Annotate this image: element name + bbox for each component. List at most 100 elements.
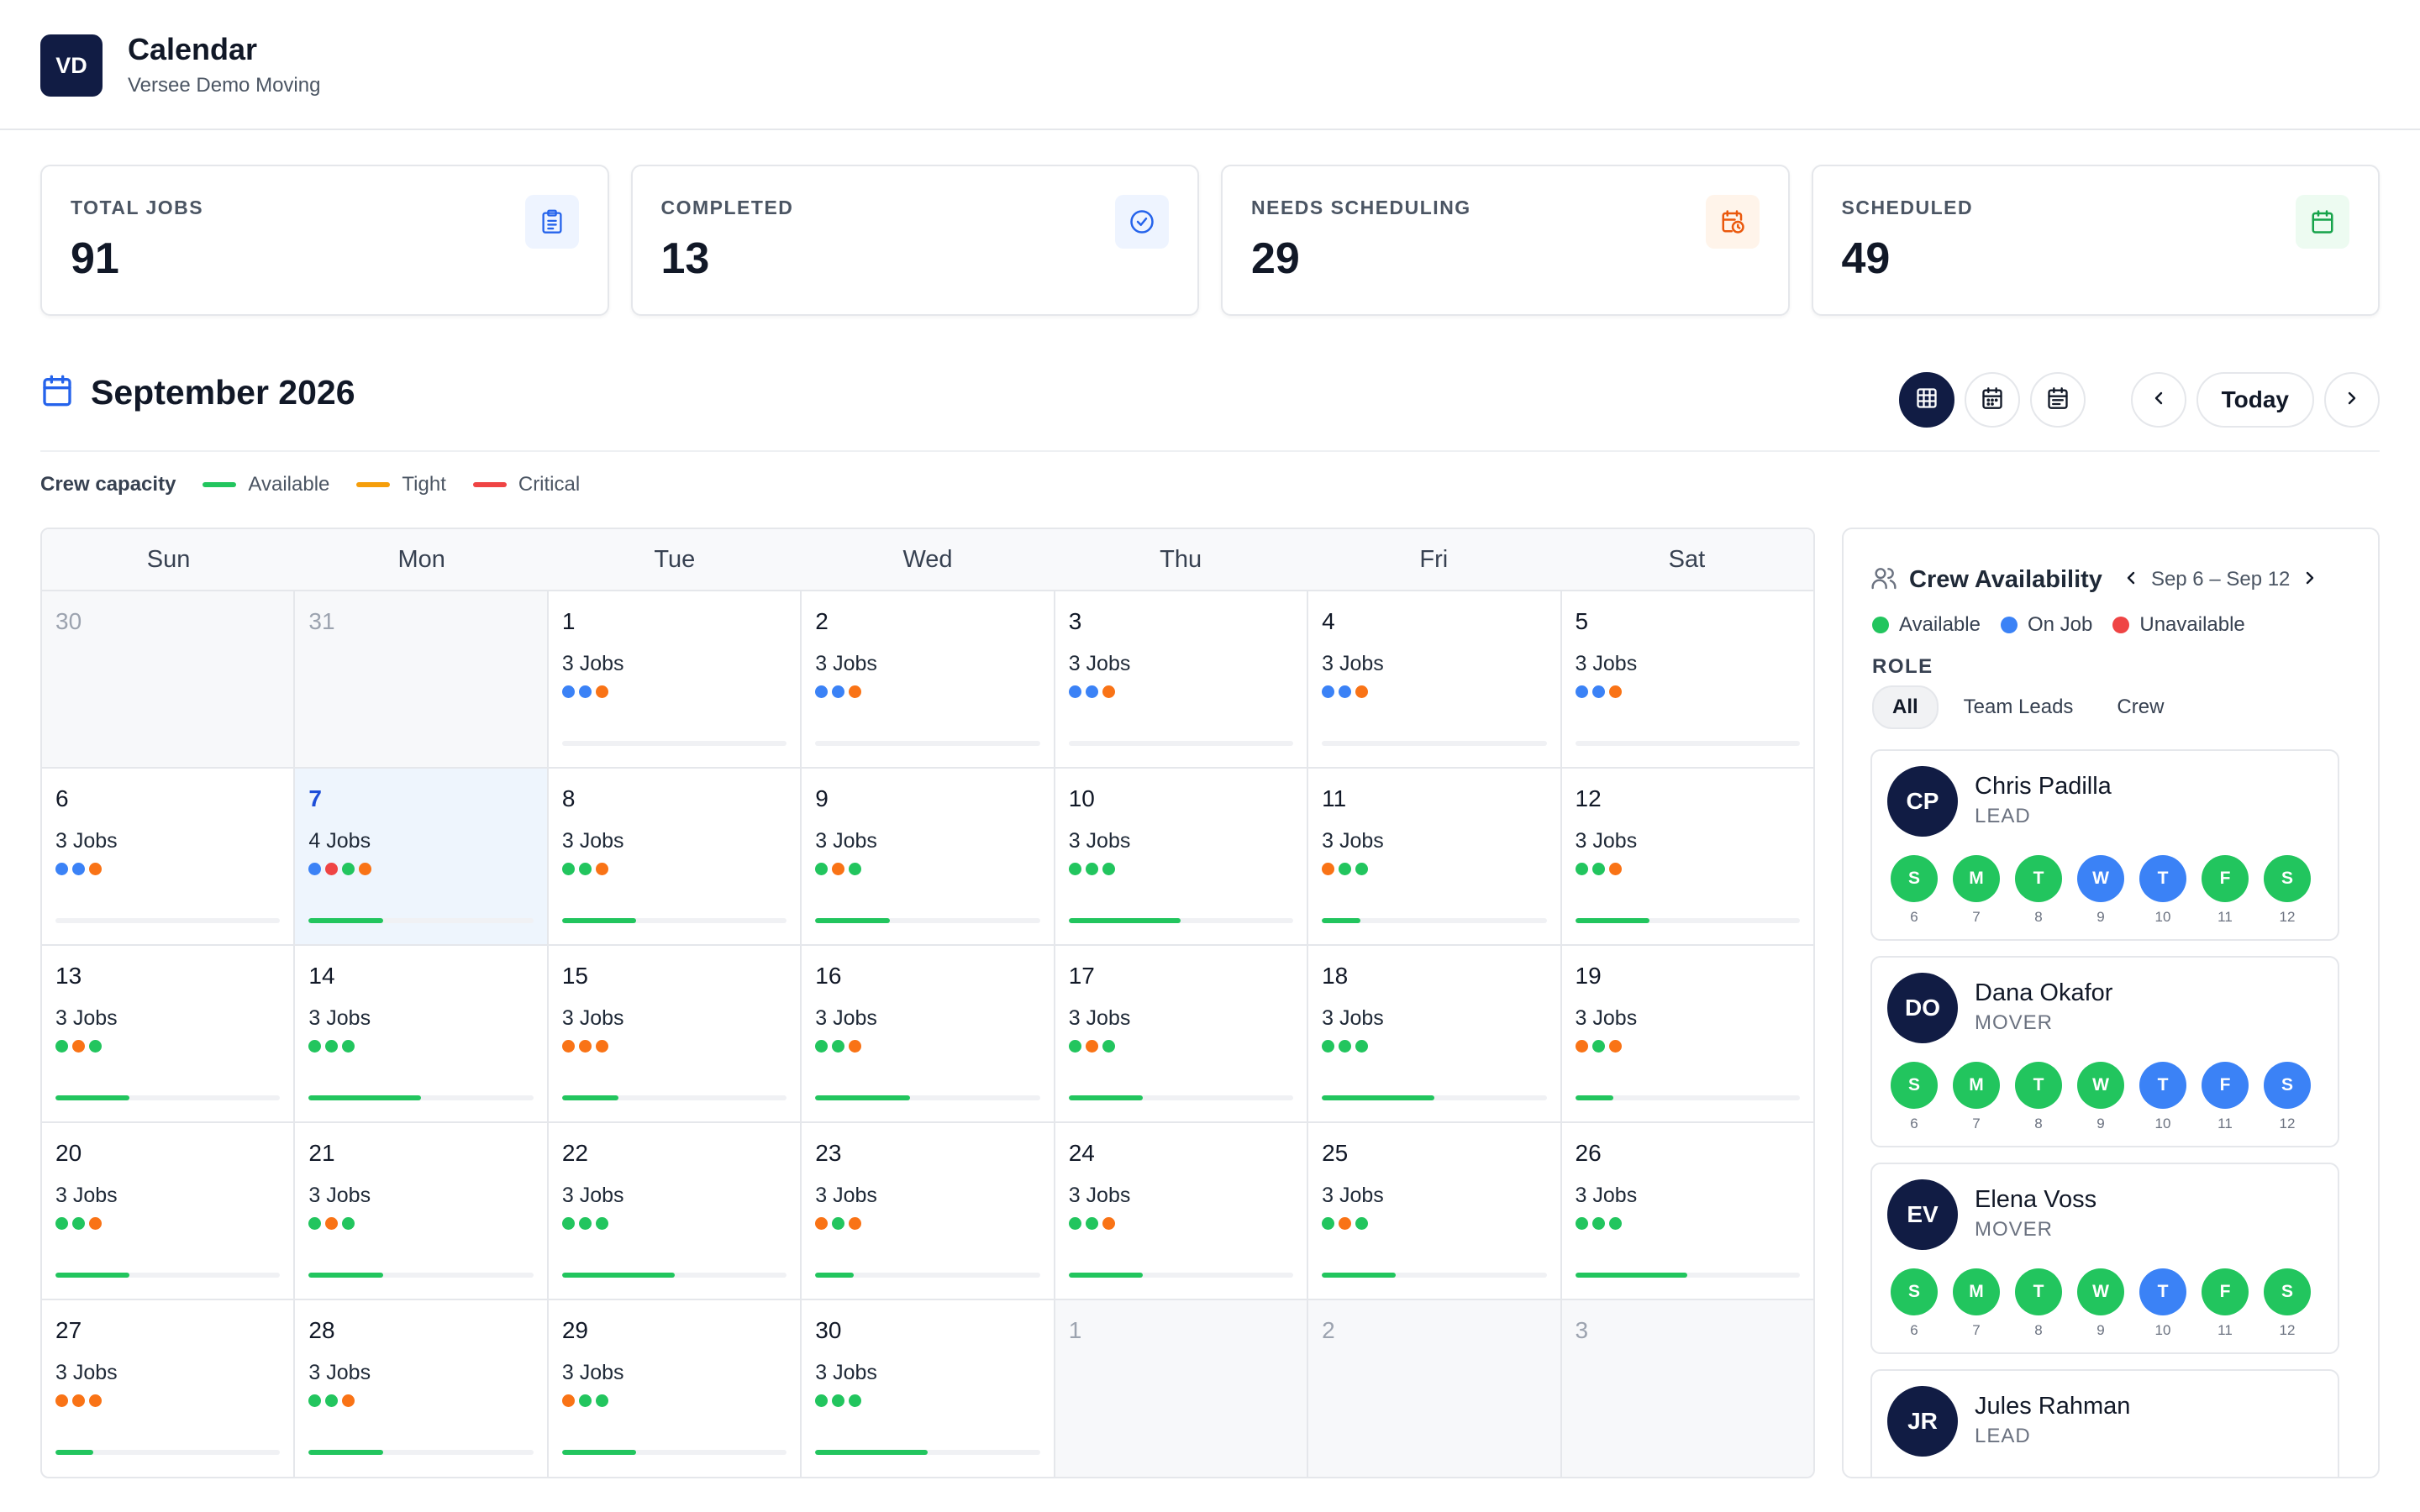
calendar-day[interactable]: 17 3 Jobs bbox=[1055, 946, 1309, 1121]
calendar-day[interactable]: 4 3 Jobs bbox=[1308, 591, 1562, 767]
calendar-day[interactable]: 26 3 Jobs bbox=[1562, 1123, 1813, 1299]
crew-panel-title: Crew Availability bbox=[1909, 565, 2102, 593]
calendar-day[interactable]: 23 3 Jobs bbox=[802, 1123, 1055, 1299]
day-job-count: 3 Jobs bbox=[1575, 652, 1638, 675]
calendar-day[interactable]: 2 bbox=[1308, 1300, 1562, 1477]
calendar-day[interactable]: 2 3 Jobs bbox=[802, 591, 1055, 767]
capacity-bar bbox=[308, 1450, 534, 1455]
calendar-day[interactable]: 28 3 Jobs bbox=[295, 1300, 549, 1477]
capacity-bar bbox=[1575, 741, 1800, 746]
job-dot bbox=[849, 863, 862, 875]
calendar-day[interactable]: 6 3 Jobs bbox=[42, 769, 296, 944]
calendar-day[interactable]: 20 3 Jobs bbox=[42, 1123, 296, 1299]
day-number: 28 bbox=[308, 1317, 335, 1343]
next-month-button[interactable] bbox=[2324, 372, 2380, 428]
day-number: 13 bbox=[55, 963, 82, 989]
day-job-count: 3 Jobs bbox=[561, 829, 624, 853]
crew-member-card[interactable]: JR Jules Rahman LEAD bbox=[1870, 1369, 2339, 1477]
job-dot bbox=[1591, 863, 1605, 875]
calendar-day[interactable]: 8 3 Jobs bbox=[549, 769, 802, 944]
job-dot bbox=[1355, 863, 1369, 875]
availability-day: F 11 bbox=[2202, 855, 2249, 926]
calendar-day[interactable]: 3 bbox=[1561, 1300, 1813, 1477]
month-view-button[interactable] bbox=[1898, 372, 1954, 428]
crew-prev-week-button[interactable] bbox=[2121, 568, 2141, 592]
availability-status-available: S bbox=[1891, 855, 1938, 902]
job-dot bbox=[561, 1394, 575, 1407]
job-dot bbox=[815, 1040, 829, 1053]
day-number: 30 bbox=[55, 608, 82, 634]
calendar-day[interactable]: 16 3 Jobs bbox=[802, 946, 1055, 1121]
job-dot bbox=[359, 863, 372, 875]
calendar-day[interactable]: 13 3 Jobs bbox=[42, 946, 296, 1121]
users-icon bbox=[1870, 564, 1897, 596]
crew-next-week-button[interactable] bbox=[2300, 568, 2320, 592]
capacity-bar bbox=[1068, 1095, 1294, 1100]
calendar-day[interactable]: 27 3 Jobs bbox=[42, 1300, 296, 1477]
today-button[interactable]: Today bbox=[2196, 372, 2314, 428]
status-dot bbox=[1872, 617, 1889, 633]
crew-member-card[interactable]: EV Elena Voss MOVER S 6 M 7 T 8 W 9 T 10 F 11 S 12 bbox=[1870, 1163, 2339, 1354]
day-job-count: 3 Jobs bbox=[1322, 829, 1384, 853]
calendar-day[interactable]: 12 3 Jobs bbox=[1562, 769, 1813, 944]
calendar-day[interactable]: 29 3 Jobs bbox=[549, 1300, 802, 1477]
day-number: 18 bbox=[1322, 963, 1349, 989]
calendar-day[interactable]: 30 3 Jobs bbox=[802, 1300, 1055, 1477]
company-logo: VD bbox=[40, 34, 103, 97]
day-job-count: 3 Jobs bbox=[1322, 1006, 1384, 1030]
job-dot bbox=[89, 1394, 102, 1407]
calendar-day-today[interactable]: 7 4 Jobs bbox=[295, 769, 549, 944]
status-dot bbox=[2112, 617, 2130, 633]
day-number: 12 bbox=[1575, 785, 1602, 811]
calendar-day[interactable]: 15 3 Jobs bbox=[549, 946, 802, 1121]
job-dot bbox=[561, 685, 575, 698]
job-dot bbox=[849, 685, 862, 698]
availability-day: S 12 bbox=[2264, 1062, 2311, 1132]
calendar-day[interactable]: 22 3 Jobs bbox=[549, 1123, 802, 1299]
calendar-day[interactable]: 1 bbox=[1055, 1300, 1309, 1477]
capacity-bar bbox=[815, 1095, 1040, 1100]
calendar-day[interactable]: 11 3 Jobs bbox=[1308, 769, 1562, 944]
role-tab-crew[interactable]: Crew bbox=[2117, 696, 2165, 718]
week-view-button[interactable] bbox=[1964, 372, 2020, 428]
calendar-day[interactable]: 25 3 Jobs bbox=[1308, 1123, 1562, 1299]
availability-day: T 10 bbox=[2139, 1268, 2186, 1339]
calendar-day[interactable]: 19 3 Jobs bbox=[1562, 946, 1813, 1121]
availability-status-onjob: T bbox=[2139, 1062, 2186, 1109]
weekday-label: Fri bbox=[1419, 545, 1449, 573]
job-dot bbox=[72, 1217, 85, 1230]
day-number: 4 bbox=[1322, 608, 1335, 634]
crew-member-card[interactable]: CP Chris Padilla LEAD S 6 M 7 T 8 W 9 T 10 F 11 S 12 bbox=[1870, 749, 2339, 941]
role-tab-team-leads[interactable]: Team Leads bbox=[1963, 696, 2074, 718]
calendar-day[interactable]: 9 3 Jobs bbox=[802, 769, 1055, 944]
job-status-dots bbox=[815, 1040, 862, 1053]
calendar-day[interactable]: 10 3 Jobs bbox=[1055, 769, 1309, 944]
calendar-day[interactable]: 18 3 Jobs bbox=[1308, 946, 1562, 1121]
calendar-day[interactable]: 1 3 Jobs bbox=[549, 591, 802, 767]
availability-day-number: 12 bbox=[2279, 1322, 2296, 1338]
crew-member-role: MOVER bbox=[1975, 1218, 2054, 1241]
calendar-day[interactable]: 5 3 Jobs bbox=[1562, 591, 1813, 767]
calendar-day[interactable]: 21 3 Jobs bbox=[295, 1123, 549, 1299]
capacity-bar-fill bbox=[55, 1095, 130, 1100]
calendar-day[interactable]: 30 bbox=[42, 591, 296, 767]
calendar-day[interactable]: 24 3 Jobs bbox=[1055, 1123, 1309, 1299]
role-filter-label: ROLE bbox=[1872, 655, 1933, 678]
crew-member-card[interactable]: DO Dana Okafor MOVER S 6 M 7 T 8 W 9 T 10 F 11 S 12 bbox=[1870, 956, 2339, 1147]
job-dot bbox=[595, 685, 608, 698]
day-number: 25 bbox=[1322, 1140, 1349, 1166]
day-view-button[interactable] bbox=[2029, 372, 2086, 428]
day-job-count: 3 Jobs bbox=[561, 652, 624, 675]
previous-month-button[interactable] bbox=[2130, 372, 2186, 428]
role-tab-all[interactable]: All bbox=[1872, 685, 1939, 729]
job-dot bbox=[815, 685, 829, 698]
capacity-bar bbox=[561, 1450, 787, 1455]
capacity-legend: Crew capacity Available Tight Critical bbox=[40, 472, 607, 497]
capacity-bar-fill bbox=[55, 1450, 94, 1455]
calendar-day[interactable]: 31 bbox=[295, 591, 549, 767]
calendar-day[interactable]: 14 3 Jobs bbox=[295, 946, 549, 1121]
availability-status-available: F bbox=[2202, 855, 2249, 902]
availability-status-available: S bbox=[2264, 1268, 2311, 1315]
calendar-day[interactable]: 3 3 Jobs bbox=[1055, 591, 1309, 767]
